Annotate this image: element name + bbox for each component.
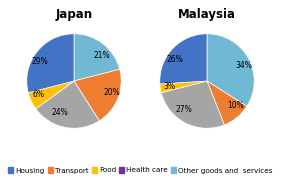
Text: 26%: 26%	[167, 55, 183, 64]
Text: 27%: 27%	[176, 105, 192, 114]
Wedge shape	[27, 34, 74, 93]
Legend: Housing, Transport, Food, Health care, Other goods and  services: Housing, Transport, Food, Health care, O…	[5, 165, 276, 176]
Wedge shape	[207, 81, 247, 125]
Wedge shape	[160, 34, 207, 84]
Text: 6%: 6%	[33, 90, 45, 99]
Text: 29%: 29%	[32, 57, 49, 66]
Wedge shape	[74, 69, 121, 121]
Text: 34%: 34%	[235, 61, 252, 70]
Text: 24%: 24%	[51, 108, 68, 117]
Wedge shape	[28, 81, 74, 109]
Title: Japan: Japan	[55, 8, 92, 21]
Wedge shape	[36, 81, 99, 128]
Wedge shape	[207, 34, 254, 106]
Text: 10%: 10%	[227, 101, 244, 110]
Wedge shape	[161, 81, 224, 128]
Text: 21%: 21%	[94, 51, 110, 60]
Text: 20%: 20%	[104, 88, 121, 97]
Wedge shape	[74, 34, 120, 81]
Text: 3%: 3%	[163, 82, 175, 91]
Title: Malaysia: Malaysia	[178, 8, 236, 21]
Wedge shape	[160, 81, 207, 93]
